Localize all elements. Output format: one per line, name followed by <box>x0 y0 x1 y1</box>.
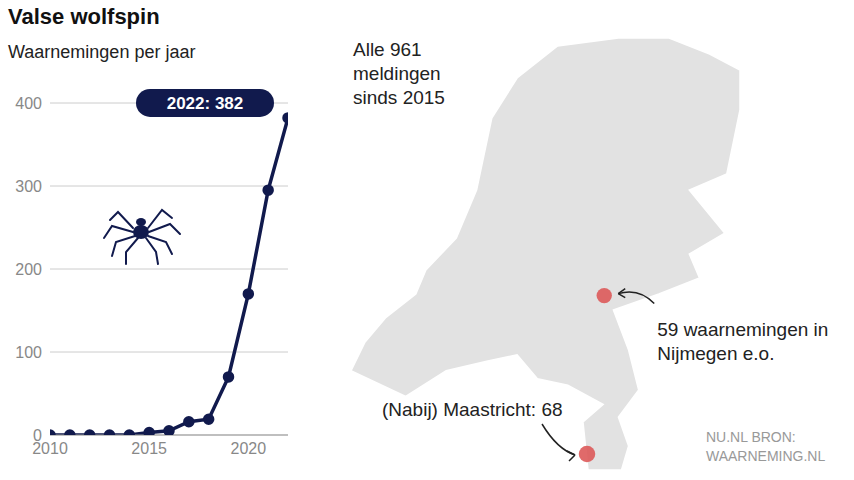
html-text:Waarnemingen per jaar: Waarnemingen per jaar <box>8 42 196 62</box>
svg-text:200: 200 <box>15 261 42 278</box>
html-text:(Nabij) Maastricht: 68: (Nabij) Maastricht: 68 <box>382 399 563 420</box>
svg-text:2015: 2015 <box>131 440 167 457</box>
svg-text:100: 100 <box>15 344 42 361</box>
svg-text:300: 300 <box>15 178 42 195</box>
svg-text:2010: 2010 <box>32 440 68 458</box>
html-text:NU.NL BRON: WAARNEMING.NL: NU.NL BRON: WAARNEMING.NL <box>706 429 826 464</box>
svg-text:400: 400 <box>15 95 42 112</box>
svg-text:2022: 382: 2022: 382 <box>167 94 244 113</box>
svg-text:2020: 2020 <box>231 440 267 457</box>
html-text:Alle 961 meldingen sinds 2015: Alle 961 meldingen sinds 2015 <box>353 39 445 108</box>
svg-text:0: 0 <box>33 427 42 444</box>
html-text:59 waarnemingen in Nijmegen e.: 59 waarnemingen in Nijmegen e.o. <box>657 318 829 364</box>
html-text:Valse wolfspin: Valse wolfspin <box>8 4 160 29</box>
